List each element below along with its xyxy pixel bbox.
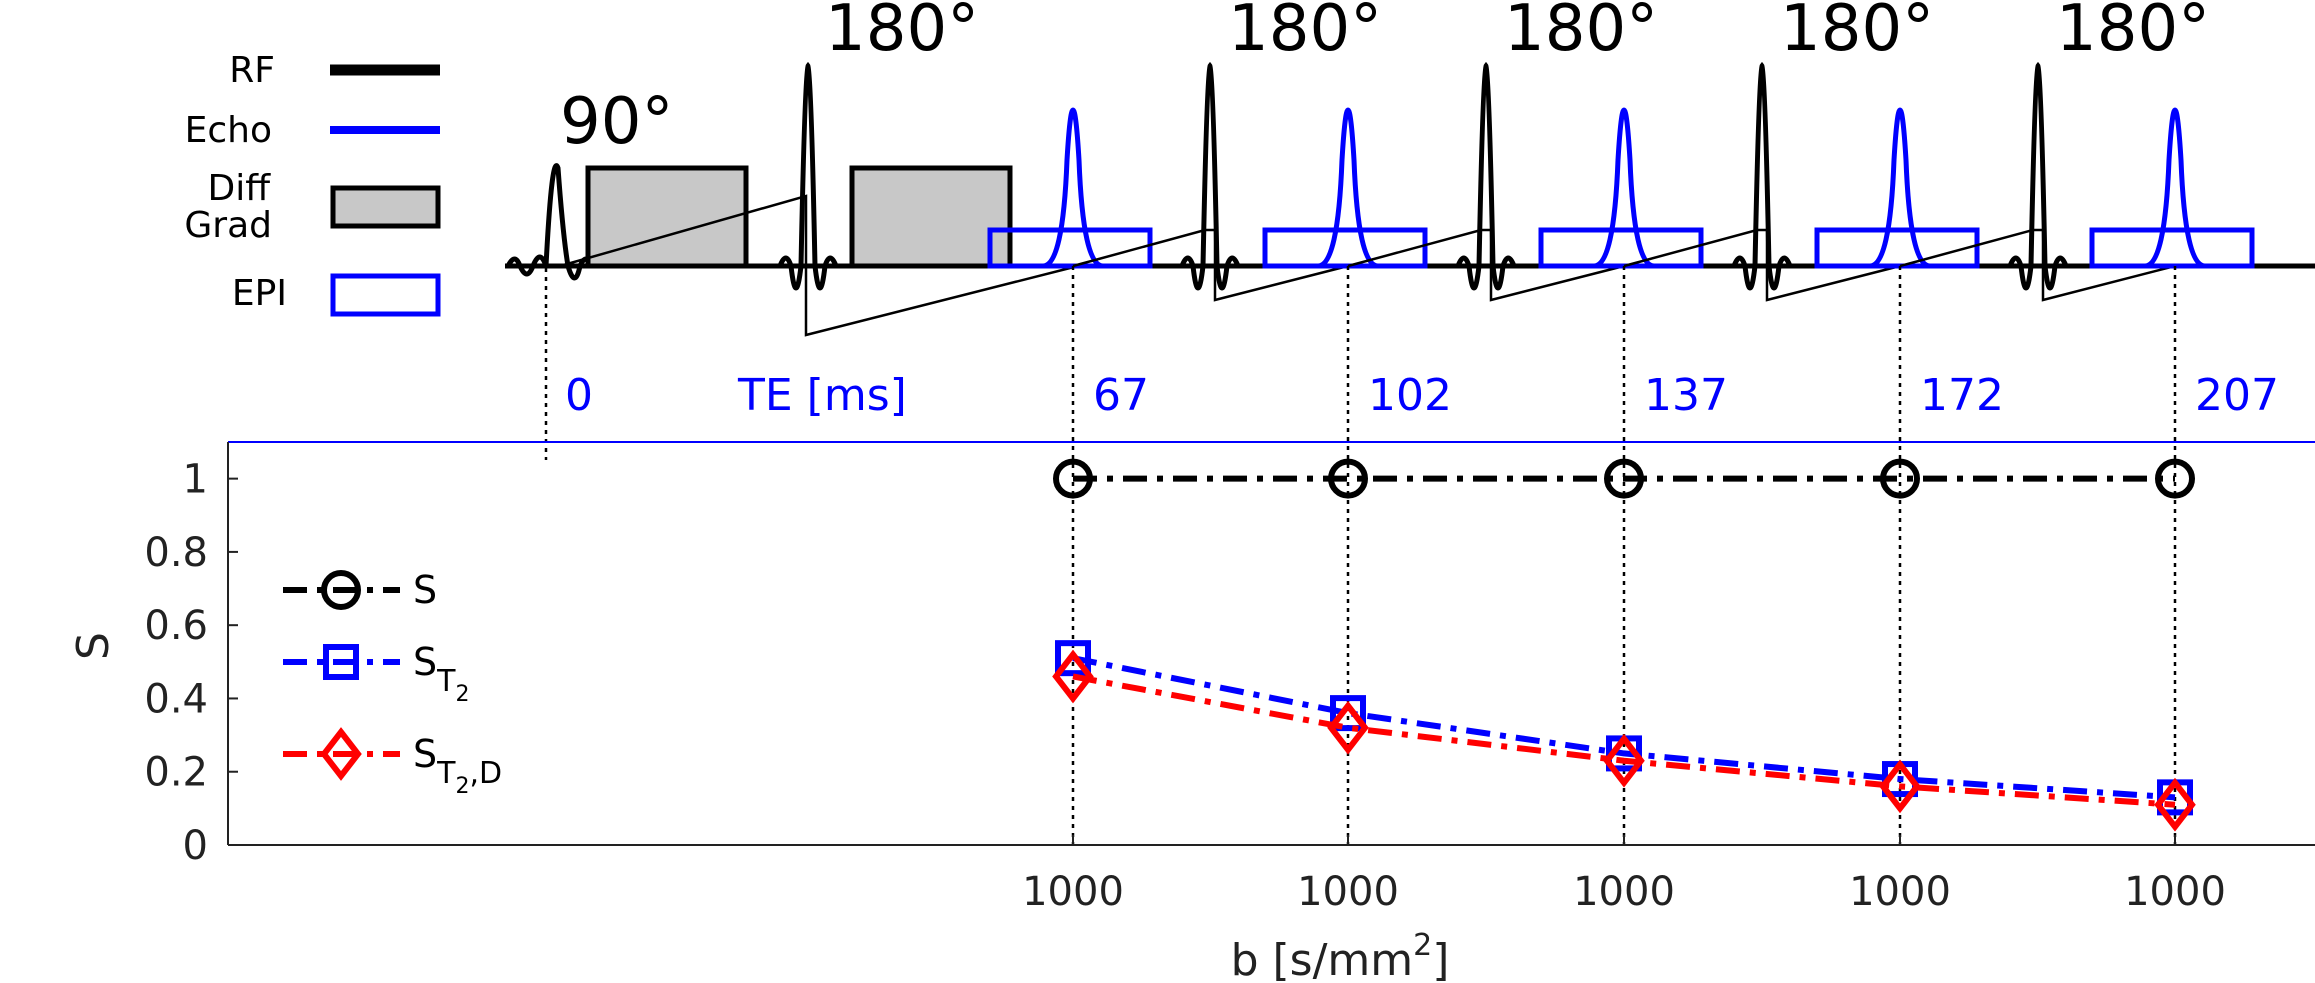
refocus-angle-label-5: 180°	[2056, 0, 2210, 66]
legend-diffgrad-swatch	[330, 185, 441, 229]
series-1-point-5	[2155, 458, 2195, 499]
excitation-angle-label: 90°	[560, 85, 673, 159]
legend-label-3: ST2,D	[413, 732, 502, 799]
phase-encode-ramp-3	[1347, 228, 1625, 302]
x-tick-label: 1000	[1022, 869, 1124, 915]
refocus-pulse-5	[2007, 61, 2069, 291]
y-tick-label: 1	[183, 457, 208, 503]
x-axis-title: b [s/mm2]	[1231, 928, 1450, 983]
epi-readout-5	[2089, 227, 2255, 269]
legend-marker-3	[320, 727, 362, 781]
series-3-point-3	[1603, 733, 1645, 788]
te-value-2: 102	[1368, 370, 1452, 421]
series-1-point-3	[1604, 458, 1644, 499]
legend-label-1: S	[413, 568, 437, 612]
phase-encode-ramp-5	[1899, 228, 2176, 302]
echo-2	[1317, 107, 1379, 269]
chart-legend: S ST2 ST2,D	[283, 568, 502, 799]
legend-epi-swatch	[330, 273, 441, 317]
y-tick-label: 0.8	[144, 530, 208, 576]
x-tick-label: 1000	[2124, 869, 2226, 915]
refocus-pulse-3	[1455, 61, 1517, 291]
signal-chart: 0 0.2 0.4 0.6 0.8 1 1000 1000 1000 1000 1000 S b …	[68, 441, 2315, 983]
series-line-3	[1072, 673, 2176, 808]
series-2-point-1	[1055, 640, 1091, 677]
refocus-angle-label-1: 180°	[825, 0, 979, 66]
te-value-4: 172	[1920, 370, 2004, 421]
y-tick-label: 0	[183, 823, 208, 869]
series-1-point-4	[1880, 458, 1920, 499]
legend-diffgrad-label-2: Grad	[184, 205, 272, 246]
y-tick-label: 0.2	[144, 750, 208, 796]
te-value-5: 207	[2195, 370, 2279, 421]
series-3-point-1	[1052, 649, 1094, 704]
y-tick-label: 0.6	[144, 603, 208, 649]
refocus-pulse-4	[1731, 61, 1793, 291]
series-line-2	[1072, 655, 2176, 801]
refocus-pulse-1	[777, 61, 839, 291]
legend-rf-label: RF	[229, 50, 275, 91]
te-value-3: 137	[1644, 370, 1728, 421]
te-annotations: 0 TE [ms] 67 102 137 172 207	[565, 370, 2279, 421]
series-3-point-2	[1327, 700, 1369, 755]
legend-marker-2	[323, 644, 359, 680]
pulse-sequence-diagram: 90° 180° 180° 180° 180° 180°	[505, 0, 2315, 337]
legend-label-2: ST2	[413, 640, 469, 707]
x-tick-label: 1000	[1849, 869, 1951, 915]
legend-marker-1	[321, 570, 361, 610]
legend-diffgrad-label-1: Diff	[207, 168, 271, 209]
sequence-legend: RF Echo Diff Grad EPI	[184, 50, 441, 317]
series-1-point-2	[1328, 458, 1368, 499]
epi-readout-3	[1538, 227, 1704, 269]
te-axis-label: TE [ms]	[737, 370, 907, 421]
epi-readout-2	[1262, 227, 1428, 269]
legend-echo-label: Echo	[185, 110, 272, 151]
series-1-point-1	[1053, 458, 1093, 499]
refocus-angle-label-4: 180°	[1780, 0, 1934, 66]
echo-4	[1869, 107, 1931, 269]
phase-encode-ramp-1	[559, 194, 1079, 337]
te-zero-label: 0	[565, 370, 593, 421]
refocus-angle-label-2: 180°	[1228, 0, 1382, 66]
refocus-pulse-2	[1179, 61, 1241, 291]
epi-readout-4	[1814, 227, 1980, 269]
phase-encode-ramp-2	[1072, 228, 1349, 302]
series-3-point-4	[1879, 759, 1921, 814]
y-axis-title: S	[68, 632, 119, 660]
refocus-angle-label-3: 180°	[1504, 0, 1658, 66]
legend-epi-label: EPI	[232, 273, 287, 314]
echo-5	[2144, 107, 2206, 269]
x-tick-label: 1000	[1297, 869, 1399, 915]
te-value-1: 67	[1093, 370, 1149, 421]
echo-3	[1593, 107, 1655, 269]
series-3-point-5	[2154, 777, 2196, 832]
x-tick-label: 1000	[1573, 869, 1675, 915]
epi-readout-1	[987, 227, 1153, 269]
diffusion-gradient-2	[849, 165, 1013, 269]
y-tick-label: 0.4	[144, 676, 208, 722]
series-2-point-2	[1330, 695, 1366, 732]
phase-encode-ramp-4	[1623, 228, 1901, 302]
echo-1	[1042, 107, 1104, 269]
excitation-pulse	[505, 163, 595, 281]
